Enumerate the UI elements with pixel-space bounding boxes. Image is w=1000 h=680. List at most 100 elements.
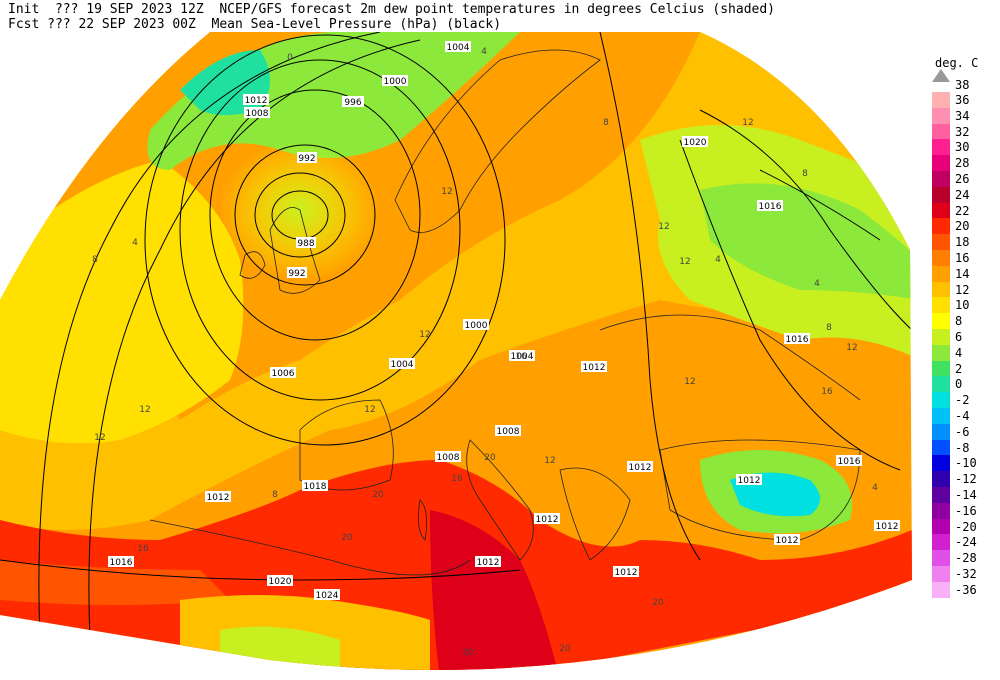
dewpoint-label-layer: 0 4 8 12 12 8 12 12 16 16 20 20 20 20 4 …	[92, 47, 878, 658]
legend-label: 24	[955, 187, 970, 202]
legend-swatch	[932, 392, 950, 409]
legend-entry: 16	[932, 250, 1000, 266]
dewpoint-label: 20	[341, 533, 353, 543]
legend-swatch	[932, 107, 950, 124]
legend-swatch	[932, 171, 950, 187]
legend-label: 28	[955, 156, 970, 171]
dewpoint-label: 16	[451, 474, 463, 484]
isobar-992	[254, 172, 346, 258]
dewpoint-label: 16	[137, 544, 149, 554]
dewpoint-label: 12	[139, 405, 150, 415]
pressure-label: 1012	[583, 363, 606, 373]
legend-entry: 32	[932, 123, 1000, 140]
pressure-label: 1012	[207, 493, 230, 503]
dewpoint-band-tyrrhenian	[430, 510, 560, 670]
legend-entry: -6	[932, 423, 1000, 440]
legend-swatch	[932, 265, 950, 282]
dewpoint-label: 20	[484, 453, 496, 463]
legend-entry: 24	[932, 186, 1000, 203]
coast-great-britain	[269, 207, 321, 294]
legend-top-value: 38	[955, 78, 970, 92]
legend-swatch	[932, 234, 950, 251]
coast-iberia	[299, 399, 394, 491]
dewpoint-band-atlantic	[0, 160, 244, 444]
dewpoint-label: 20	[372, 490, 384, 500]
legend-label: 12	[955, 282, 970, 297]
legend-label: -24	[955, 535, 977, 550]
legend-entry: 12	[932, 281, 1000, 298]
legend-label: -32	[955, 567, 977, 581]
legend-entry: -12	[932, 471, 1000, 488]
legend-swatch	[932, 250, 950, 266]
dewpoint-label: 12	[846, 343, 857, 353]
coast-corsica-sardinia	[417, 499, 428, 541]
coast-scandinavia	[394, 49, 601, 233]
dewpoint-label: 4	[814, 279, 820, 289]
legend-label: 20	[955, 219, 970, 234]
legend-entry: 28	[932, 155, 1000, 172]
chart-header-line2: Fcst ??? 22 SEP 2023 00Z Mean Sea-Level …	[8, 17, 502, 32]
pressure-label: 1016	[759, 202, 782, 212]
legend-entry: 20	[932, 218, 1000, 235]
legend-entry: 0	[932, 376, 1000, 393]
dewpoint-label: 8	[92, 255, 98, 265]
dewpoint-band-atlantic-warm	[0, 560, 230, 605]
pressure-label: 1012	[245, 96, 268, 106]
legend-label: -20	[955, 519, 977, 534]
legend-entry: 22	[932, 202, 1000, 219]
legend-swatch	[932, 297, 950, 314]
pressure-label-layer: 1004 1000 996 1012 1008 992 988 992 1000…	[108, 41, 900, 601]
legend-label: -36	[955, 582, 977, 597]
legend-label: 16	[955, 251, 970, 265]
legend-swatch	[932, 313, 950, 330]
legend-label: 36	[955, 93, 970, 107]
pressure-label: 996	[344, 98, 361, 108]
pressure-label: 1012	[776, 536, 799, 546]
pressure-label: 1000	[465, 321, 488, 331]
pressure-label: 1012	[536, 515, 559, 525]
pressure-label: 1008	[437, 453, 460, 463]
legend-label: 22	[955, 203, 970, 218]
pressure-label: 1004	[447, 43, 470, 53]
pressure-label: 1000	[384, 77, 407, 87]
dewpoint-label: 4	[715, 255, 721, 265]
pressure-label: 1016	[110, 558, 133, 568]
legend-swatch	[932, 487, 950, 503]
pressure-label: 1008	[497, 427, 520, 437]
legend-swatch	[932, 218, 950, 235]
legend-entry: 18	[932, 234, 1000, 251]
dewpoint-label: 20	[652, 598, 664, 608]
isobars	[0, 32, 912, 641]
legend-swatch	[932, 408, 950, 424]
legend-swatch	[932, 139, 950, 156]
legend-entry: 34	[932, 107, 1000, 124]
legend-swatch	[932, 455, 950, 472]
dewpoint-label: 16	[515, 352, 527, 362]
legend-swatch	[932, 439, 950, 456]
pressure-label: 1020	[684, 138, 707, 148]
dewpoint-label: 8	[802, 169, 808, 179]
isobar-1020-east	[699, 109, 912, 331]
legend-entry: -20	[932, 518, 1000, 535]
legend-swatch	[932, 471, 950, 488]
dewpoint-label: 12	[544, 456, 555, 466]
legend-swatch	[932, 581, 950, 598]
legend-overflow-arrow-icon	[932, 69, 950, 82]
coast-anatolia	[659, 439, 861, 541]
pressure-label: 1012	[477, 558, 500, 568]
legend-label: -28	[955, 551, 977, 566]
pressure-label: 1020	[269, 577, 292, 587]
isobar-1016-east	[679, 139, 901, 471]
legend-label: -16	[955, 503, 977, 518]
weather-map: 1004 1000 996 1012 1008 992 988 992 1000…	[0, 32, 912, 670]
legend-entry: -8	[932, 439, 1000, 456]
pressure-label: 1006	[272, 369, 295, 379]
dewpoint-label: 8	[603, 118, 609, 128]
pressure-label: 992	[298, 154, 315, 164]
dewpoint-label: 12	[419, 330, 430, 340]
pressure-label: 1012	[629, 463, 652, 473]
legend-swatch	[932, 360, 950, 377]
legend-swatch	[932, 155, 950, 172]
legend-entry: -2	[932, 392, 1000, 409]
legend-label: -12	[955, 472, 977, 487]
